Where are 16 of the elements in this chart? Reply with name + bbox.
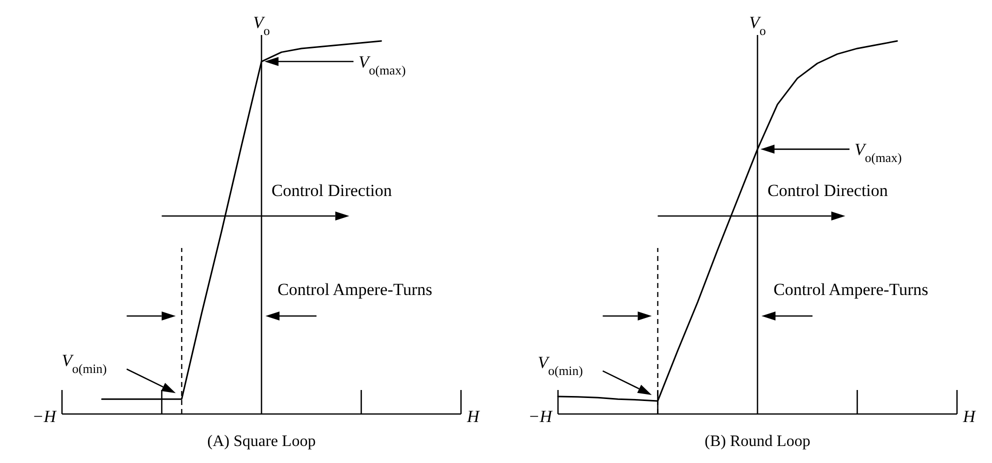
y-axis-title: V$_{o}$ xyxy=(749,13,766,38)
text: −H xyxy=(528,407,554,426)
text: H xyxy=(962,407,977,426)
annotation: Control Ampere-Turns xyxy=(774,280,928,299)
annotation: V$_{o(max)}$ xyxy=(854,140,902,166)
annotation: Control Ampere-Turns xyxy=(278,280,432,299)
annotation: V$_{o(min)}$ xyxy=(538,352,583,378)
annotation: V$_{o(max)}$ xyxy=(358,52,406,78)
text: H xyxy=(466,407,481,426)
annotation: Control Direction xyxy=(272,181,392,200)
annotation: Control Direction xyxy=(768,181,888,200)
annotation: V$_{o(min)}$ xyxy=(62,351,107,376)
text: −H xyxy=(32,407,58,426)
y-axis-title: V$_{o}$ xyxy=(253,13,270,38)
text: (B) Round Loop xyxy=(704,433,810,450)
text: (A) Square Loop xyxy=(207,433,316,450)
